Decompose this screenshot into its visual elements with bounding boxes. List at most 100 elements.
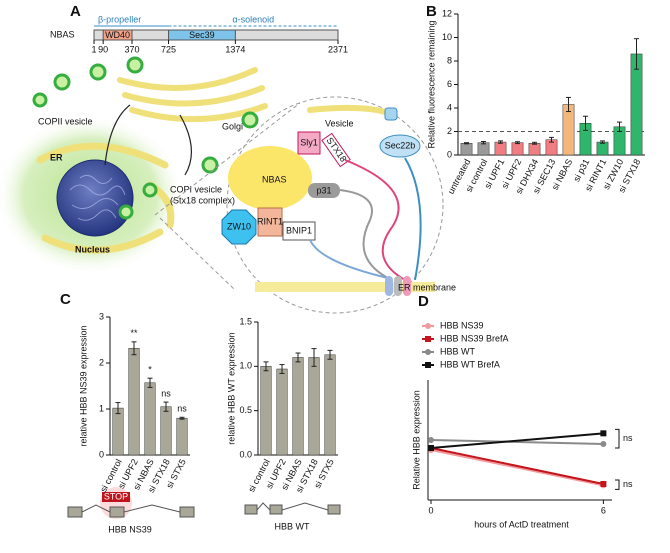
point (428, 445, 434, 451)
y-tick-label: 0.5 (239, 405, 252, 415)
vesicle-membrane (307, 104, 388, 115)
panel-label: C (60, 291, 71, 308)
significance-label: ** (130, 328, 138, 338)
nbas-protein (228, 146, 312, 210)
significance-bracket (615, 479, 620, 490)
y-tick-label: 0 (447, 149, 452, 159)
y-tick-label: 4 (447, 102, 452, 112)
y-tick-label: 10 (442, 32, 452, 42)
y-tick-label: 0 (99, 449, 104, 459)
label-bnip1: BNIP1 (286, 225, 312, 235)
bar (292, 357, 304, 456)
domain-diagram: WD40 Sec39 1 90 370 725 1374 2371 β-propeller α-s… (91, 14, 348, 54)
y-axis-label: Relative HBB expression (411, 390, 421, 490)
bar (460, 143, 473, 156)
domain-label: WD40 (105, 30, 130, 40)
legend-label: HBB WT (440, 346, 476, 356)
label-nbas: NBAS (262, 174, 287, 184)
label-zw10: ZW10 (227, 221, 251, 231)
vesicles (32, 56, 259, 220)
bar (160, 406, 172, 456)
beta-label: β-propeller (98, 14, 141, 24)
bar (562, 104, 575, 156)
label-sly1: Sly1 (300, 137, 318, 147)
bnip1-tether (309, 239, 389, 279)
y-tick-label: 1.5 (239, 316, 252, 326)
significance-label: ns (161, 388, 171, 398)
sec22b-anchor (384, 107, 398, 121)
domain (168, 29, 236, 41)
label-golgi: Golgi (222, 121, 243, 131)
alpha-label: α-solenoid (232, 14, 274, 24)
rint1 (257, 207, 283, 237)
golgi (117, 67, 268, 123)
position-label: 2371 (328, 44, 348, 54)
bnip1 (282, 221, 316, 241)
legend-label: HBB NS39 BrefA (440, 333, 509, 343)
p31-tether (339, 189, 393, 281)
y-axis-label: Relative fluorescence remaining (426, 20, 436, 148)
sec22b-tether (404, 157, 422, 281)
er-membrane (255, 282, 435, 292)
chromatin (69, 174, 126, 221)
bar (324, 354, 336, 456)
panel-label: D (418, 293, 429, 310)
stx18-tether (344, 159, 406, 281)
position-label: 725 (161, 44, 176, 54)
panel-label: A (70, 3, 81, 20)
zoom-line (154, 102, 301, 216)
zoom-line (159, 217, 236, 291)
x-axis-label: hours of ActD treatment (474, 519, 569, 529)
y-tick-label: 6 (447, 79, 452, 89)
bar (112, 407, 124, 456)
significance-label: ns (623, 479, 633, 489)
y-tick-label: 1 (99, 403, 104, 413)
point (600, 441, 607, 447)
sly1 (297, 131, 321, 155)
p31 (308, 183, 340, 198)
bar (528, 143, 541, 156)
significance-bracket (615, 428, 620, 449)
y-tick-label: 2 (99, 357, 104, 367)
position-label: 90 (98, 44, 108, 54)
zw10 (221, 209, 257, 245)
sec22b (379, 134, 421, 158)
series-line (430, 449, 604, 487)
domain-label: Sec39 (189, 30, 215, 40)
point (600, 481, 607, 487)
y-axis-label: relative HBB NS39 expression (78, 325, 88, 446)
schematic-label: HBB WT (275, 521, 311, 531)
hbb-wt-schematic: HBB WT (244, 502, 341, 531)
legend-label: HBB NS39 (440, 320, 484, 330)
series-line (430, 432, 604, 449)
y-tick-label: 0.0 (239, 449, 252, 459)
x-tick-label: 0 (428, 505, 433, 515)
bar (596, 141, 609, 156)
bar (260, 366, 272, 456)
y-tick-label: 2 (447, 126, 452, 136)
domain (102, 29, 133, 41)
bar (176, 417, 188, 456)
label-copii: COPII vesicle (38, 116, 93, 126)
tm-anchors (385, 276, 411, 296)
zoom-circle (226, 96, 444, 314)
bar (276, 368, 288, 456)
significance-label: ns (177, 404, 187, 414)
bar (511, 142, 524, 156)
label-copi-complex: (Stx18 complex) (170, 195, 235, 205)
bar (308, 357, 320, 456)
label-vesicle: Vesicle (325, 118, 354, 128)
traffic-arrows (104, 104, 193, 176)
nucleus (56, 159, 134, 237)
significance-label: * (148, 365, 152, 375)
hbb-ns39-schematic: STOP HBB NS39 (67, 487, 195, 534)
series-line (430, 439, 604, 445)
label-er-membrane: ER membrane (398, 282, 456, 292)
stx18: STX18 (321, 132, 351, 168)
protein-label: NBAS (50, 29, 75, 39)
label-p31: p31 (316, 185, 331, 195)
label-er: ER (50, 152, 63, 162)
bar (128, 348, 140, 456)
position-label: 1374 (225, 44, 245, 54)
y-tick-label: 1.0 (239, 361, 252, 371)
